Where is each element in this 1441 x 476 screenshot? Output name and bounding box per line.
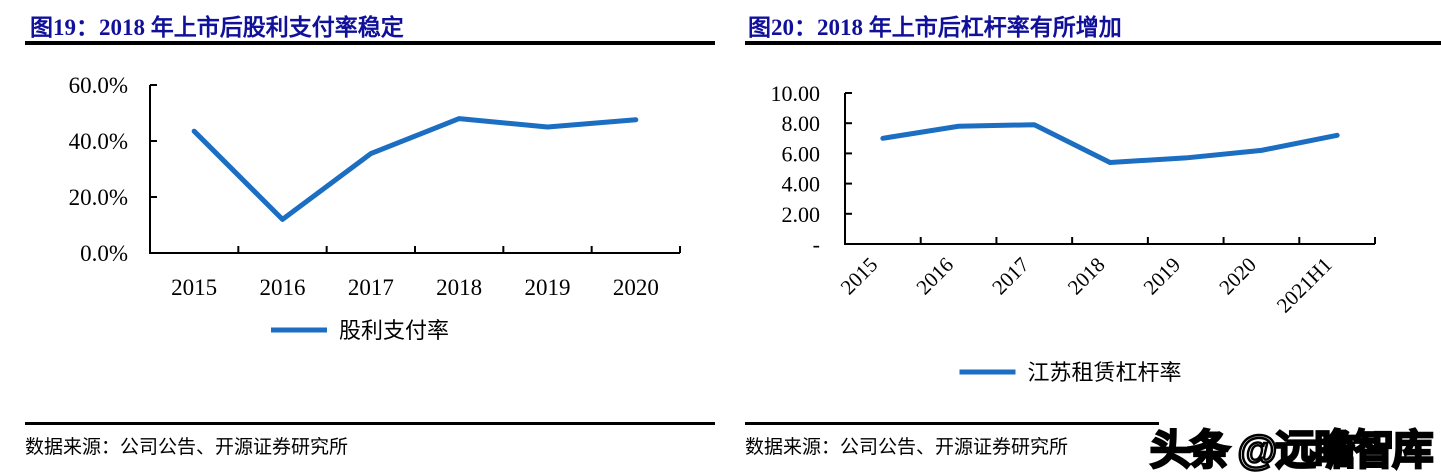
x-tick-label: 2016 — [911, 253, 958, 300]
y-tick-label: 40.0% — [69, 129, 128, 154]
x-tick-label: 2019 — [1139, 253, 1186, 300]
y-tick-label: 10.00 — [771, 81, 821, 106]
x-tick-label: 2017 — [987, 253, 1034, 300]
figure-20-title-rule — [745, 41, 1441, 45]
x-tick-label: 2015 — [171, 275, 217, 300]
y-tick-label: 2.00 — [782, 202, 821, 227]
x-tick-label: 2017 — [348, 275, 394, 300]
x-tick-label: 2021H1 — [1272, 253, 1337, 318]
x-tick-label: 2020 — [613, 275, 659, 300]
x-tick-label: 2018 — [1063, 253, 1110, 300]
figure-20-data-source: 数据来源：公司公告、开源证券研究所 — [745, 422, 1159, 459]
figure-20-panel: 图20：2018 年上市后杠杆率有所增加 - 2.00 4.00 6.00 8.00 10… — [720, 0, 1441, 469]
x-tick-label: 2016 — [260, 275, 306, 300]
y-tick-label: 6.00 — [782, 141, 821, 166]
series-line — [191, 116, 639, 222]
dividend-payout-line-chart: 0.0% 20.0% 40.0% 60.0% 2015 2016 2017 2018 2019 2… — [69, 73, 681, 343]
figure-19-title-rule — [25, 41, 715, 45]
figure-19-data-source: 数据来源：公司公告、开源证券研究所 — [25, 422, 715, 459]
legend-label: 股利支付率 — [339, 318, 449, 343]
series-line — [880, 122, 1340, 165]
x-tick-label: 2019 — [525, 275, 571, 300]
watermark: 头条 @远瞻智库 — [1149, 426, 1435, 475]
x-tick-label: 2015 — [836, 253, 883, 300]
y-tick-label: - — [813, 232, 820, 257]
y-tick-label: 8.00 — [782, 111, 821, 136]
leverage-ratio-line-chart: - 2.00 4.00 6.00 8.00 10.00 2015 2016 2017 2018 20… — [771, 81, 1376, 385]
figure-19-panel: 图19：2018 年上市后股利支付率稳定 0.0% 20.0% 40.0% 60.0%… — [0, 0, 720, 469]
y-tick-label: 20.0% — [69, 185, 128, 210]
figure-20-title: 图20：2018 年上市后杠杆率有所增加 — [748, 15, 1122, 40]
legend-label: 江苏租赁杠杆率 — [1028, 360, 1182, 385]
figure-19-title: 图19：2018 年上市后股利支付率稳定 — [30, 15, 404, 40]
y-tick-label: 4.00 — [782, 172, 821, 197]
y-tick-label: 60.0% — [69, 73, 128, 98]
x-tick-label: 2020 — [1214, 253, 1261, 300]
y-tick-label: 0.0% — [80, 241, 128, 266]
x-tick-label: 2018 — [436, 275, 482, 300]
